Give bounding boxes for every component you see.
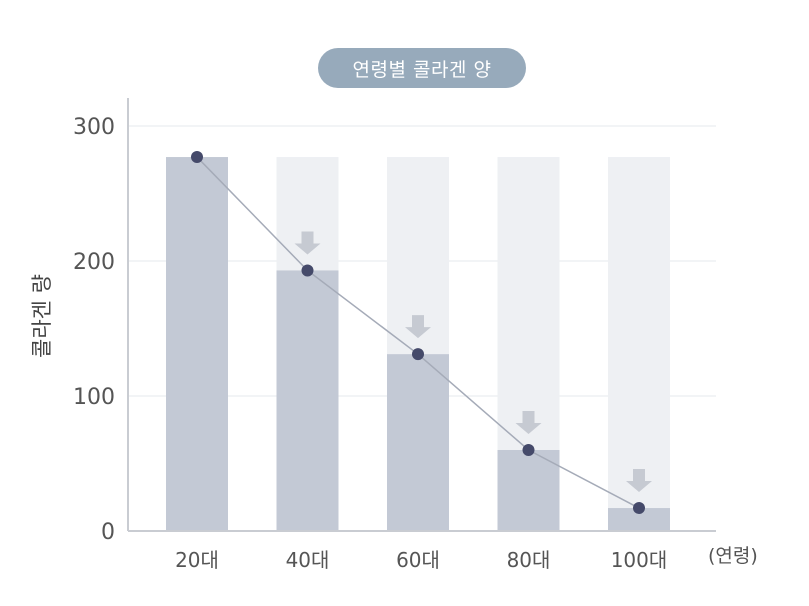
x-tick-label-1: 20대 (175, 548, 219, 572)
y-tick-label-0: 0 (101, 520, 115, 545)
decline-arrow-4 (515, 411, 542, 434)
y-tick-label-300: 300 (73, 115, 115, 140)
data-point-5 (633, 502, 645, 515)
y-tick-label-200: 200 (73, 250, 115, 275)
decline-arrow-3 (405, 315, 431, 339)
x-tick-label-2: 40대 (286, 548, 330, 572)
bar-background-5 (608, 157, 670, 532)
decline-arrow-5 (626, 469, 652, 493)
bar-4 (497, 450, 560, 531)
bar-1 (166, 157, 228, 532)
data-point-2 (301, 264, 314, 277)
data-point-4 (522, 444, 535, 456)
x-tick-label-4: 80대 (507, 548, 551, 572)
x-tick-label-3: 60대 (396, 548, 440, 572)
data-point-3 (412, 348, 424, 361)
chart-title: 연령별 콜라겐 양 (318, 48, 526, 88)
y-tick-label-100: 100 (73, 385, 115, 410)
bar-3 (387, 354, 449, 531)
bar-5 (608, 508, 670, 531)
x-axis-unit-label: (연령) (708, 545, 758, 567)
x-tick-label-5: 100대 (611, 548, 668, 572)
data-point-1 (191, 151, 203, 164)
decline-arrow-2 (294, 231, 321, 255)
bar-2 (276, 270, 339, 531)
